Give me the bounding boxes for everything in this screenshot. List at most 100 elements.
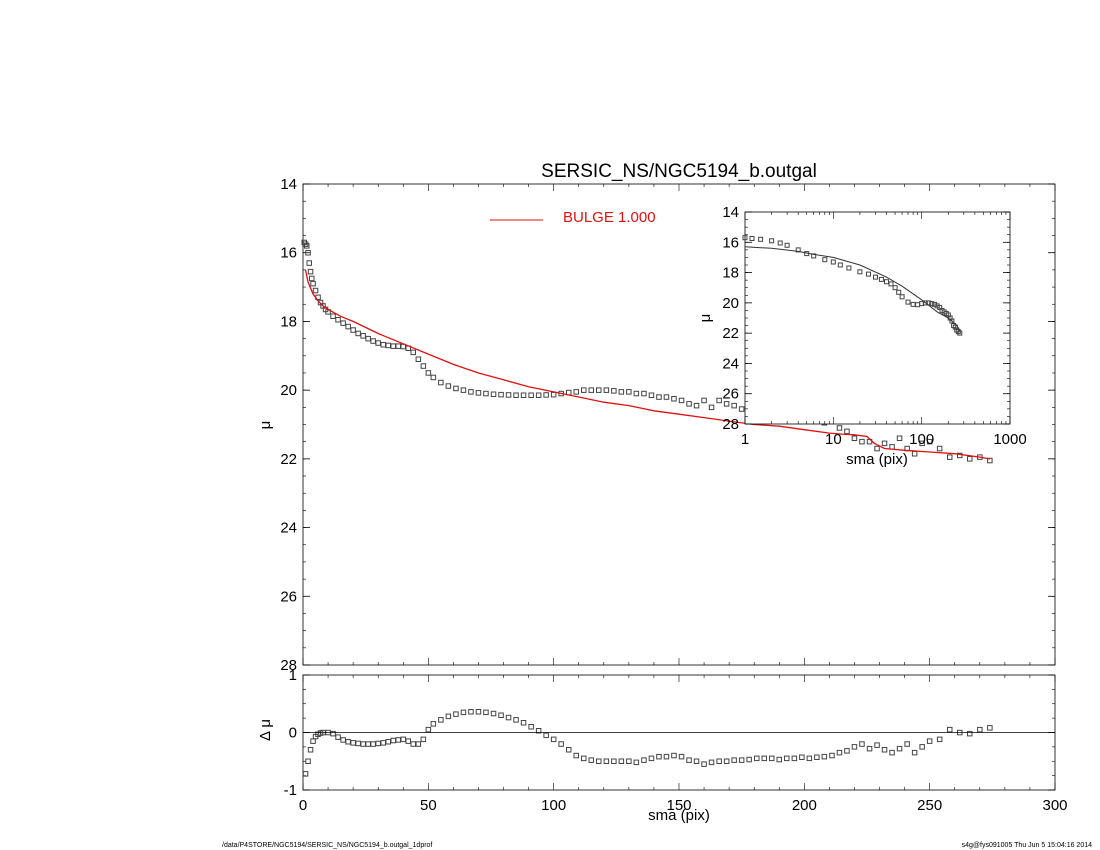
data-point — [505, 714, 512, 721]
data-point — [641, 757, 647, 763]
data-point — [550, 391, 557, 398]
data-point — [380, 342, 386, 348]
data-point — [648, 755, 655, 762]
data-point — [520, 392, 527, 398]
y-tick-label: 24 — [280, 520, 297, 537]
data-point — [836, 749, 843, 756]
chart-title: SERSIC_NS/NGC5194_b.outgal — [541, 161, 817, 182]
x-tick-label: 200 — [792, 797, 817, 814]
data-point — [889, 749, 895, 756]
data-point — [911, 749, 918, 756]
x-tick-label: 1 — [741, 431, 749, 448]
data-point — [365, 741, 371, 747]
data-point — [851, 744, 858, 750]
data-point — [926, 738, 933, 744]
y-tick-label: 18 — [280, 313, 297, 330]
data-point — [310, 738, 316, 744]
y-tick-label: 18 — [722, 265, 739, 282]
data-point — [626, 389, 632, 395]
y-tick-label: 20 — [280, 382, 297, 399]
data-point — [919, 744, 925, 750]
data-point — [693, 758, 700, 764]
inset-log-panel: 14 16 18 20 22 24 26 281 10 100 1000 sma (pix) μ — [697, 204, 1027, 468]
data-point — [881, 747, 888, 753]
x-tick-label: 50 — [420, 797, 437, 814]
footer-stamp: s4g@fys091005 Thu Jun 5 15:04:16 2014 — [962, 842, 1092, 849]
data-point — [656, 753, 662, 760]
y-tick-label: 28 — [722, 416, 739, 433]
data-point — [866, 745, 873, 752]
data-point — [490, 710, 497, 717]
data-point — [784, 755, 790, 762]
data-point — [949, 318, 955, 324]
data-point — [618, 758, 625, 764]
y-tick-label: 26 — [722, 386, 739, 403]
data-point — [490, 391, 497, 397]
data-point — [520, 720, 527, 726]
data-point — [445, 713, 452, 720]
data-point — [453, 711, 459, 717]
data-point — [410, 349, 416, 356]
data-point — [573, 389, 579, 395]
data-point — [633, 759, 640, 766]
data-point — [892, 285, 898, 291]
data-point — [738, 757, 745, 763]
surface-brightness-panel: SERSIC_NS/NGC5194_b.outgal 14 16 18 20 22 24 2… — [257, 161, 1056, 674]
data-point — [896, 289, 902, 295]
data-point — [581, 755, 587, 762]
data-point — [513, 392, 519, 398]
data-point — [947, 454, 953, 460]
data-point — [967, 730, 973, 737]
data-point — [375, 740, 381, 747]
data-point — [829, 752, 835, 759]
data-point — [701, 761, 707, 767]
inset-y-axis-label: μ — [697, 314, 714, 323]
data-point — [866, 271, 871, 277]
data-point — [922, 300, 928, 306]
data-point — [345, 739, 351, 745]
data-point — [919, 440, 925, 447]
inset-x-axis-label: sma (pix) — [846, 451, 908, 468]
data-point — [716, 397, 722, 404]
data-point — [987, 725, 993, 731]
x-tick-label: 250 — [917, 797, 942, 814]
data-point — [874, 445, 880, 452]
x-tick-label: 300 — [1042, 797, 1067, 814]
data-point — [385, 739, 391, 745]
x-tick-label: 0 — [299, 797, 307, 814]
data-point — [874, 742, 880, 748]
data-point — [573, 752, 579, 759]
series-line — [744, 246, 961, 332]
data-point — [305, 250, 311, 256]
data-point — [505, 392, 512, 398]
data-point — [716, 758, 722, 764]
data-point — [395, 737, 401, 743]
data-point — [723, 758, 730, 764]
data-point — [611, 758, 617, 764]
data-point — [420, 363, 427, 369]
data-point — [483, 390, 489, 397]
data-point — [365, 335, 371, 342]
data-point — [370, 741, 376, 747]
data-point — [837, 262, 843, 268]
data-point — [977, 726, 983, 733]
data-point — [822, 257, 828, 263]
data-point — [330, 313, 336, 319]
data-point — [543, 392, 549, 398]
data-point — [844, 428, 850, 435]
data-point — [307, 747, 314, 753]
data-point — [310, 280, 316, 287]
data-point — [304, 243, 310, 249]
x-tick-label: 100 — [909, 431, 934, 448]
data-point — [648, 392, 655, 398]
data-point — [345, 323, 351, 330]
data-point — [395, 343, 401, 349]
y-tick-label: 14 — [722, 204, 739, 221]
data-point — [370, 338, 376, 344]
series-line — [304, 269, 990, 460]
data-point — [859, 741, 865, 747]
data-point — [340, 737, 346, 743]
